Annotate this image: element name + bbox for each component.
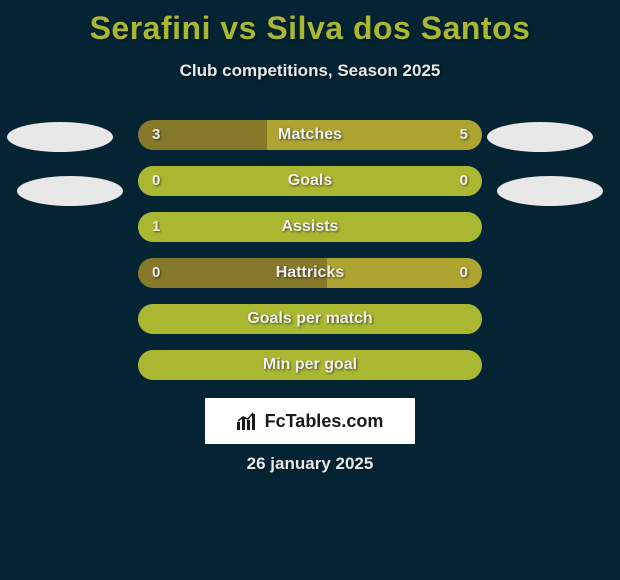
stat-row: Matches3 5 (138, 120, 482, 150)
comparison-infographic: Serafini vs Silva dos Santos Club compet… (0, 0, 620, 580)
player-avatar-placeholder (487, 122, 593, 152)
stat-row: Goals per match (138, 304, 482, 334)
stat-row: Hattricks0 0 (138, 258, 482, 288)
date-label: 26 january 2025 (0, 454, 620, 474)
stat-label: Min per goal (138, 350, 482, 380)
stat-row: Goals0 0 (138, 166, 482, 196)
stat-value-left: 1 (152, 212, 160, 242)
stat-label: Goals per match (138, 304, 482, 334)
player-avatar-placeholder (7, 122, 113, 152)
stat-row: Assists1 (138, 212, 482, 242)
stat-value-right: 0 (460, 166, 468, 196)
stat-value-left: 0 (152, 166, 160, 196)
page-title: Serafini vs Silva dos Santos (0, 0, 620, 47)
stat-label: Assists (138, 212, 482, 242)
stat-value-right: 0 (460, 258, 468, 288)
stat-rows: Matches35Goals00Assists1Hattricks00Goals… (138, 120, 482, 396)
stat-value-left: 3 (152, 120, 160, 150)
stat-row: Min per goal (138, 350, 482, 380)
logo-text: FcTables.com (265, 411, 384, 432)
logo-box: FcTables.com (205, 398, 415, 444)
player-avatar-placeholder (497, 176, 603, 206)
subtitle: Club competitions, Season 2025 (0, 61, 620, 81)
stat-label: Matches (138, 120, 482, 150)
player-avatar-placeholder (17, 176, 123, 206)
stat-value-right: 5 (460, 120, 468, 150)
bar-chart-icon (237, 412, 259, 430)
stat-label: Hattricks (138, 258, 482, 288)
stat-label: Goals (138, 166, 482, 196)
stat-value-left: 0 (152, 258, 160, 288)
